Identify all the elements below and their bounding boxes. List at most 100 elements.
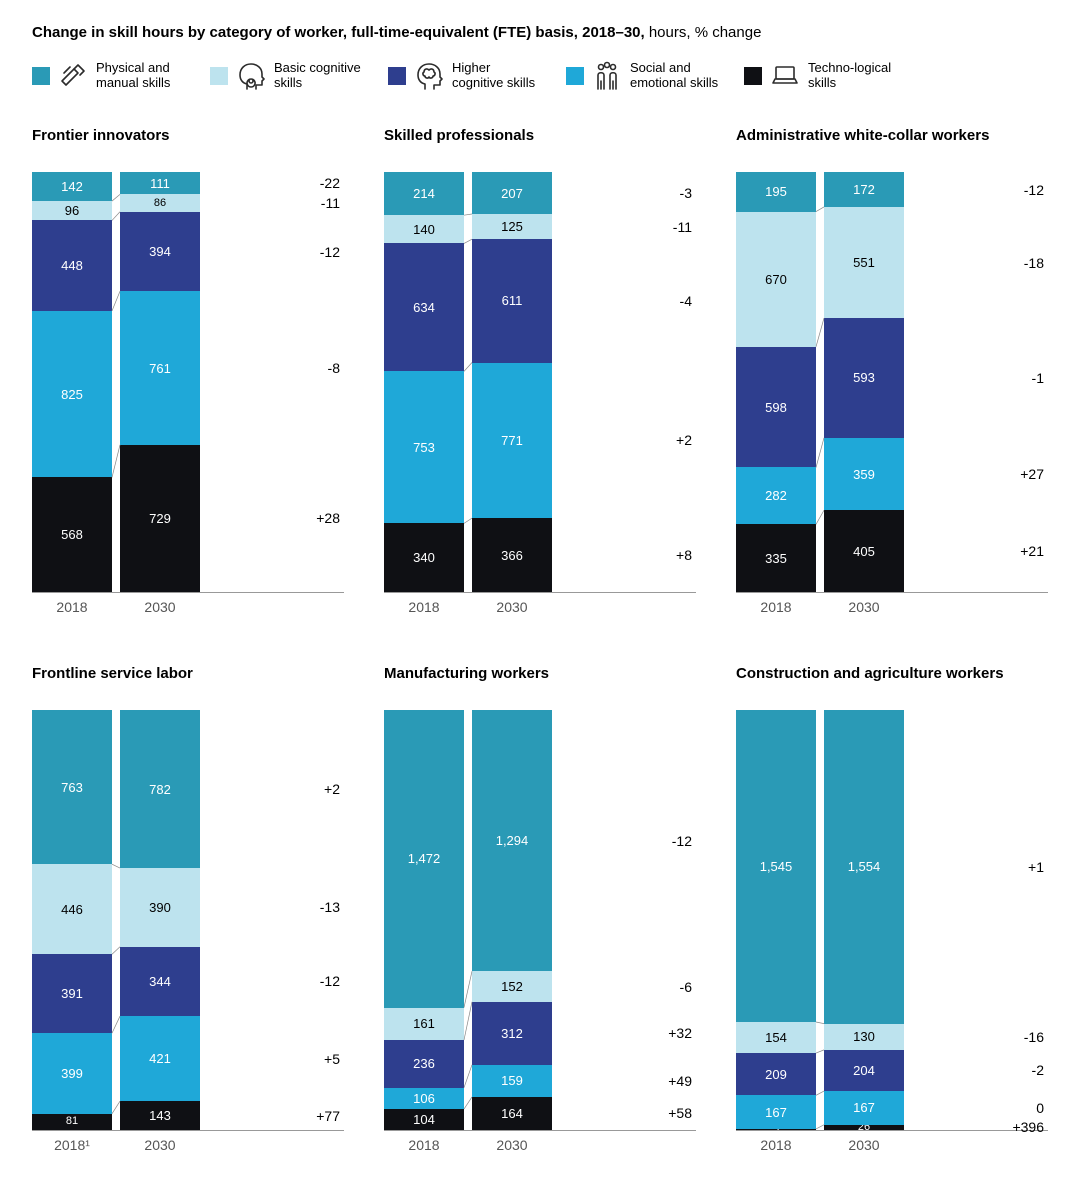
- panel-0: Frontier innovators 568825448961427297613…: [32, 127, 344, 615]
- segment-physical: 1,294: [472, 710, 552, 971]
- x-tick-label: 2018: [736, 599, 816, 615]
- segment-physical: 142: [32, 172, 112, 201]
- panel-title: Frontier innovators: [32, 127, 344, 163]
- segment-social_emotional: 399: [32, 1033, 112, 1114]
- segment-basic_cognitive: 670: [736, 212, 816, 347]
- x-tick-label: 2018: [384, 599, 464, 615]
- bar-2030: 405359593551172: [824, 172, 904, 592]
- segment-technological: 366: [472, 518, 552, 592]
- change-higher_cognitive: -12: [320, 244, 340, 260]
- segment-technological: 143: [120, 1101, 200, 1130]
- segment-technological: 164: [472, 1097, 552, 1130]
- segment-technological: 568: [32, 477, 112, 592]
- segment-higher_cognitive: 611: [472, 239, 552, 362]
- segment-basic_cognitive: 154: [736, 1022, 816, 1053]
- panel-2: Administrative white-collar workers33528…: [736, 127, 1048, 615]
- bars: 81399391446763143421344390782: [32, 711, 200, 1130]
- legend-swatch: [210, 67, 228, 85]
- legend-swatch: [744, 67, 762, 85]
- segment-physical: 782: [120, 710, 200, 868]
- segment-higher_cognitive: 204: [824, 1050, 904, 1091]
- segment-social_emotional: 167: [736, 1095, 816, 1129]
- x-tick-label: 2018: [384, 1137, 464, 1153]
- segment-physical: 1,545: [736, 710, 816, 1022]
- segment-higher_cognitive: 209: [736, 1053, 816, 1095]
- panel-3: Frontline service labor81399391446763143…: [32, 665, 344, 1153]
- bar-2018: 56882544896142: [32, 172, 112, 592]
- panel-grid: Frontier innovators 568825448961427297613…: [32, 127, 1048, 1153]
- legend-label: Social and emotional skills: [630, 61, 720, 91]
- change-labels: -12-6+32+49+58: [642, 711, 692, 1130]
- segment-basic_cognitive: 130: [824, 1024, 904, 1050]
- change-physical: -3: [680, 185, 692, 201]
- change-physical: -22: [320, 175, 340, 191]
- bar-2030: 366771611125207: [472, 172, 552, 592]
- x-tick-label: 2030: [120, 1137, 200, 1153]
- segment-physical: 1,472: [384, 710, 464, 1007]
- segment-higher_cognitive: 236: [384, 1040, 464, 1088]
- bar-2030: 72976139486111: [120, 172, 200, 592]
- change-technological: +77: [316, 1108, 340, 1124]
- segment-higher_cognitive: 448: [32, 220, 112, 310]
- change-labels: -22-11-12-8+28: [290, 173, 340, 592]
- segment-physical: 207: [472, 172, 552, 214]
- segment-technological: 81: [32, 1114, 112, 1130]
- segment-social_emotional: 167: [824, 1091, 904, 1125]
- change-social_emotional: +27: [1020, 466, 1044, 482]
- change-technological: +58: [668, 1105, 692, 1121]
- segment-social_emotional: 771: [472, 363, 552, 519]
- change-social_emotional: -8: [328, 360, 340, 376]
- segment-higher_cognitive: 344: [120, 947, 200, 1016]
- change-physical: -12: [1024, 182, 1044, 198]
- x-tick-label: 2018¹: [32, 1137, 112, 1153]
- change-basic_cognitive: -6: [680, 979, 692, 995]
- legend-swatch: [566, 67, 584, 85]
- segment-physical: 763: [32, 710, 112, 864]
- bars: 335282598670195405359593551172: [736, 173, 904, 592]
- bar-2018: 335282598670195: [736, 172, 816, 592]
- segment-higher_cognitive: 598: [736, 347, 816, 468]
- panel-title: Manufacturing workers: [384, 665, 696, 701]
- x-axis: 2018 2030: [384, 1137, 696, 1153]
- x-tick-label: 2030: [824, 599, 904, 615]
- change-labels: -12-18-1+27+21: [994, 173, 1044, 592]
- segment-basic_cognitive: 125: [472, 214, 552, 239]
- x-tick-label: 2030: [472, 1137, 552, 1153]
- change-physical: -12: [672, 833, 692, 849]
- panel-5: Construction and agriculture workers5167…: [736, 665, 1048, 1153]
- bars: 340753634140214366771611125207: [384, 173, 552, 592]
- legend-label: Basic cognitive skills: [274, 61, 364, 91]
- x-tick-label: 2030: [472, 599, 552, 615]
- people-icon: [590, 59, 624, 93]
- stacked-bar-chart: 1041062361611,4721641593121521,294 -12 -6 +…: [384, 711, 696, 1131]
- segment-social_emotional: 106: [384, 1088, 464, 1109]
- change-basic_cognitive: -11: [673, 219, 692, 235]
- segment-basic_cognitive: 140: [384, 215, 464, 243]
- x-axis: 2018¹ 2030: [32, 1137, 344, 1153]
- change-social_emotional: 0: [1036, 1100, 1044, 1116]
- bar-2018: 340753634140214: [384, 172, 464, 592]
- change-basic_cognitive: -13: [320, 899, 340, 915]
- segment-social_emotional: 753: [384, 371, 464, 523]
- change-technological: +8: [676, 547, 692, 563]
- legend-item-physical: Physical and manual skills: [32, 59, 186, 93]
- segment-social_emotional: 282: [736, 467, 816, 524]
- bars: 51672091541,545261672041301,554: [736, 711, 904, 1130]
- bars: 1041062361611,4721641593121521,294: [384, 711, 552, 1130]
- x-axis: 20182030: [32, 599, 344, 615]
- segment-higher_cognitive: 634: [384, 243, 464, 371]
- segment-technological: 104: [384, 1109, 464, 1130]
- change-social_emotional: +5: [324, 1051, 340, 1067]
- segment-basic_cognitive: 390: [120, 868, 200, 947]
- bar-2018: 1041062361611,472: [384, 710, 464, 1130]
- chart-title-units: hours, % change: [645, 24, 762, 41]
- legend-label: Physical and manual skills: [96, 61, 186, 91]
- x-tick-label: 2018: [736, 1137, 816, 1153]
- segment-technological: 405: [824, 510, 904, 592]
- change-physical: +1: [1028, 859, 1044, 875]
- chart-title: Change in skill hours by category of wor…: [32, 24, 1048, 41]
- legend-item-social_emotional: Social and emotional skills: [566, 59, 720, 93]
- stacked-bar-chart: 81399391446763143421344390782+2-13-12+5+…: [32, 711, 344, 1131]
- segment-higher_cognitive: 593: [824, 318, 904, 438]
- bar-2030: 1641593121521,294: [472, 710, 552, 1130]
